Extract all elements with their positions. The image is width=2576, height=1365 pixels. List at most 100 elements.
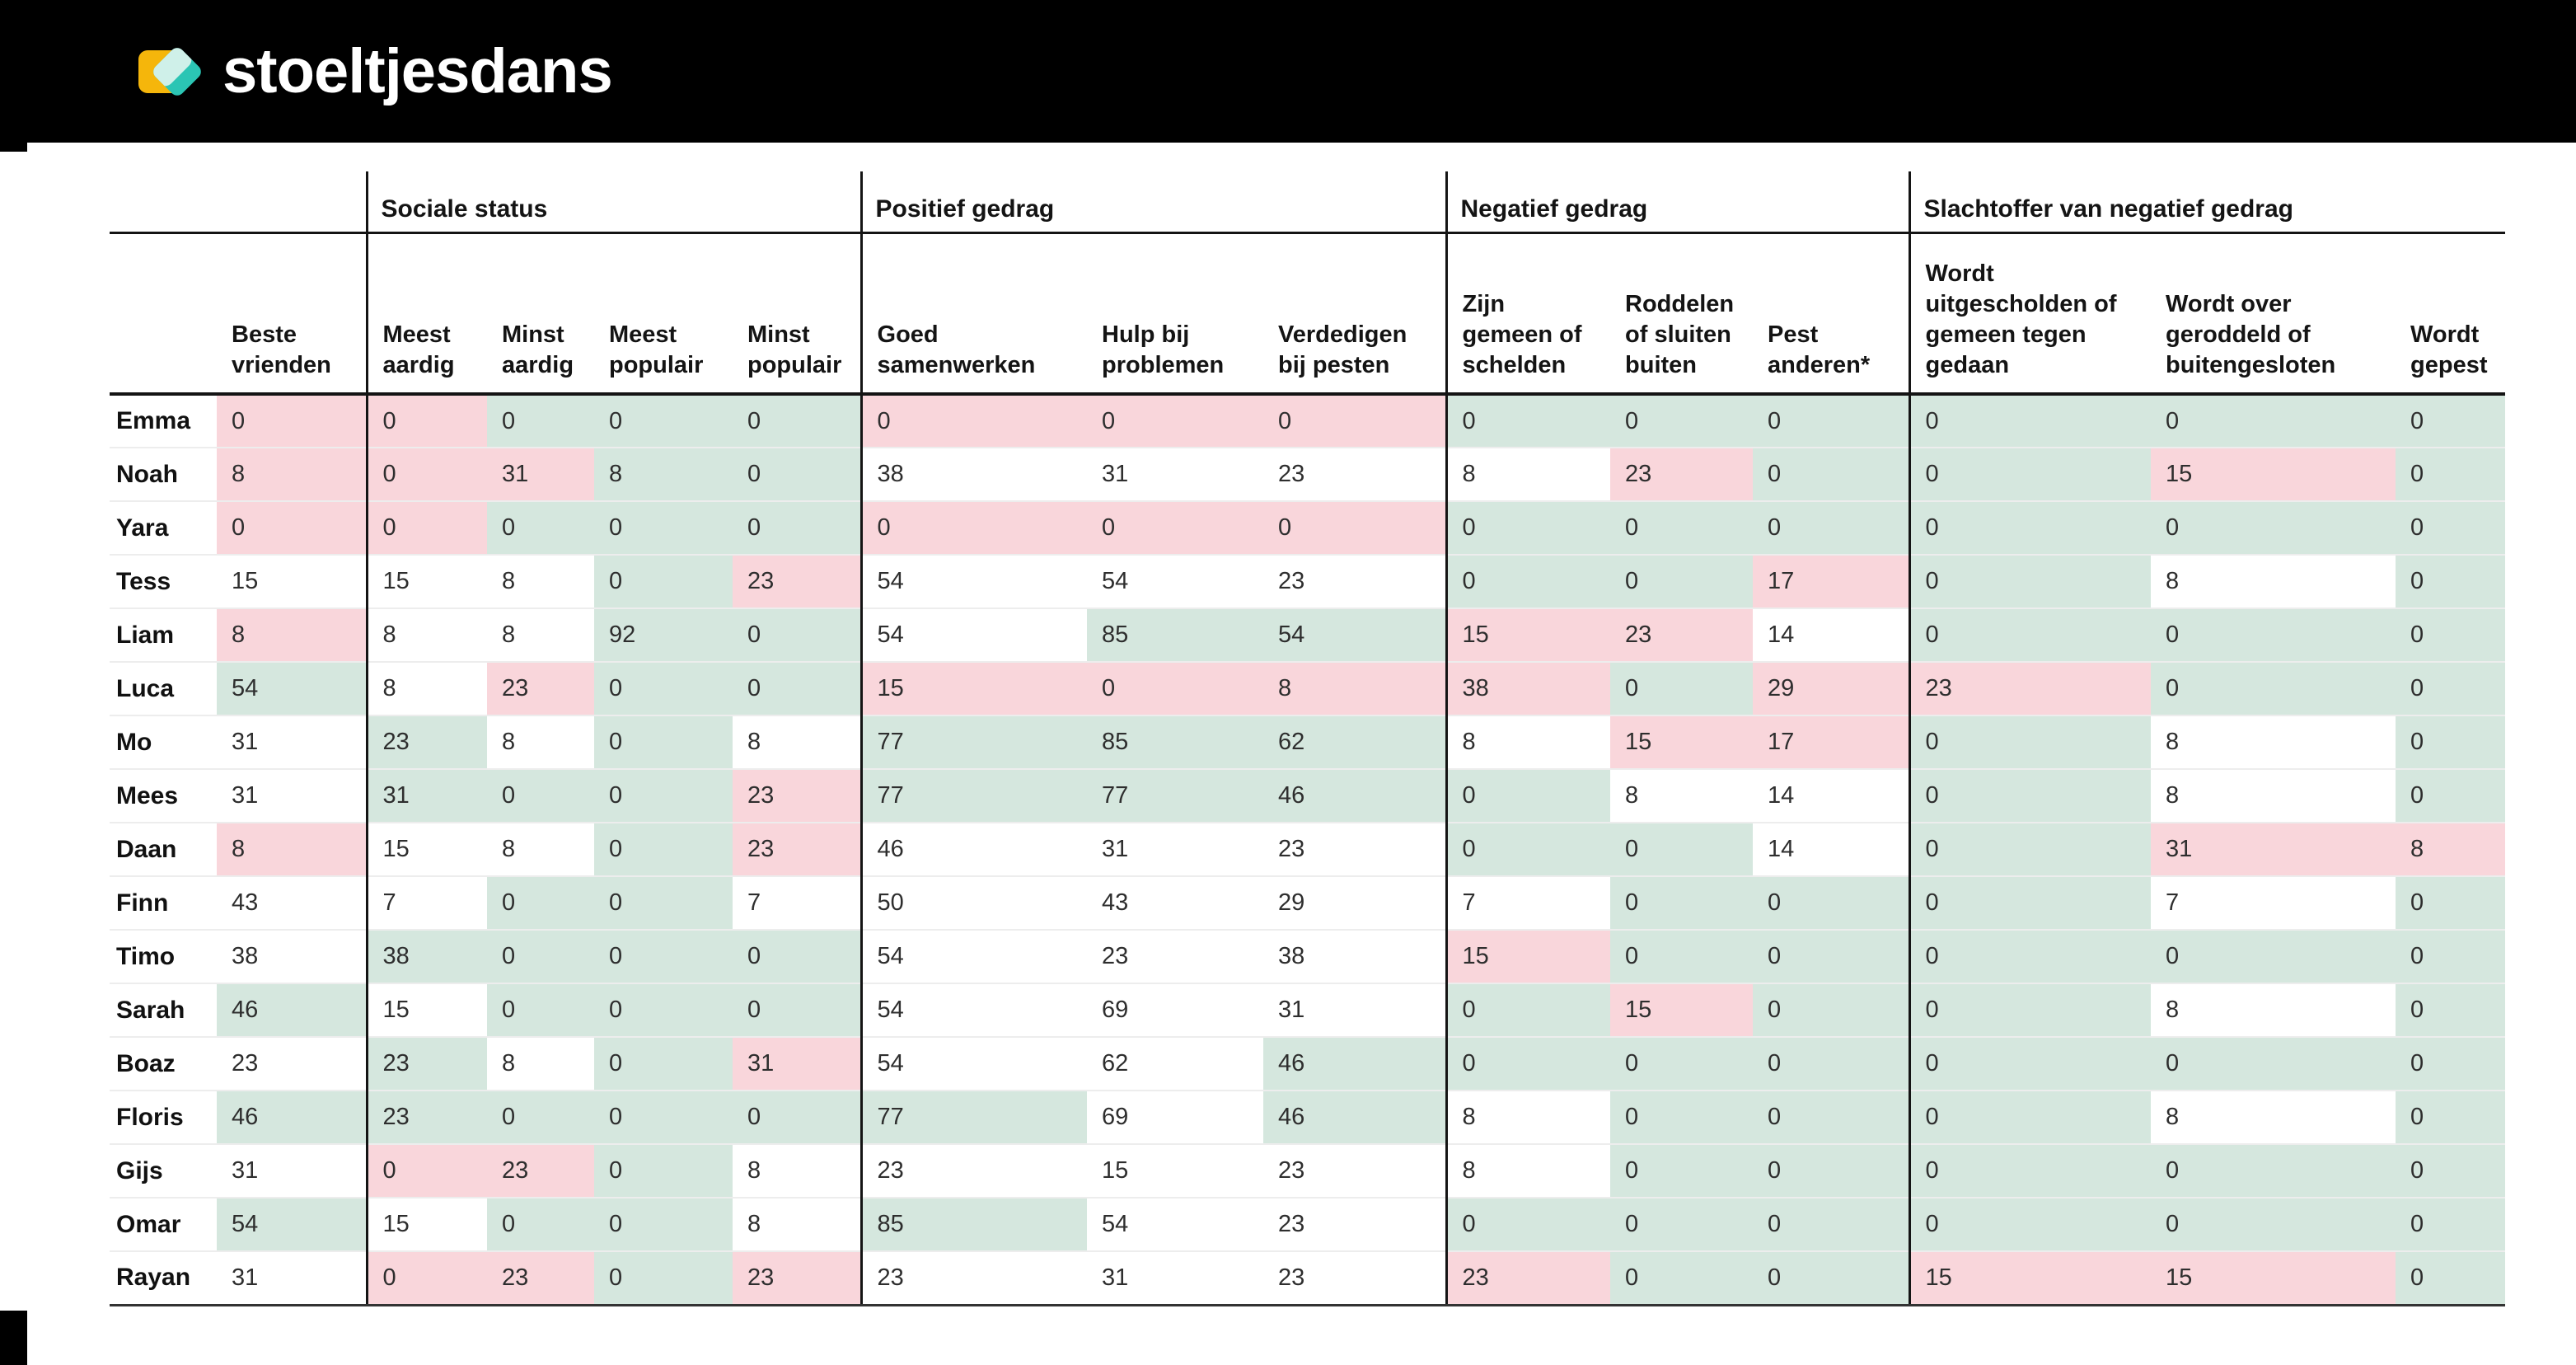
column-header-meest-aardig: Meest aardig: [365, 232, 487, 396]
row-name: Tess: [110, 554, 217, 608]
table-cell: 0: [2396, 1036, 2506, 1091]
table-cell: 0: [1908, 607, 2152, 662]
table-cell: 15: [1445, 929, 1611, 983]
table-cell: 0: [1908, 983, 2152, 1037]
table-cell: 0: [594, 394, 733, 448]
table-cell: 0: [1610, 1143, 1754, 1198]
table-cell: 23: [1908, 661, 2152, 715]
row-name: Gijs: [110, 1143, 217, 1198]
table-row: Rayan 31 0 23 0 23 23 31 23 23 0 0 15 15 0: [110, 1250, 2506, 1306]
table-cell: 23: [1263, 1250, 1447, 1306]
table-cell: 0: [733, 1090, 862, 1144]
table-cell: 0: [2396, 1090, 2506, 1144]
table-cell: 23: [1445, 1250, 1611, 1306]
table-cell: 31: [365, 768, 487, 823]
table-cell: 0: [594, 822, 733, 876]
table-cell: 31: [1087, 822, 1264, 876]
table-cell: 46: [1263, 1036, 1447, 1091]
table-cell: 0: [2151, 500, 2396, 555]
table-cell: 0: [365, 500, 487, 555]
table-cell: 0: [594, 1143, 733, 1198]
table-cell: 15: [365, 983, 487, 1037]
table-cell: 15: [2151, 447, 2396, 501]
table-cell: 0: [2396, 1197, 2506, 1251]
table-cell: 0: [1908, 1143, 2152, 1198]
group-header-positief-gedrag: Positief gedrag: [859, 171, 1447, 234]
table-cell: 0: [2151, 1143, 2396, 1198]
table-cell: 43: [1087, 875, 1264, 930]
column-header-wordt-gepest: Wordt gepest: [2396, 232, 2506, 396]
table-cell: 0: [2396, 1250, 2506, 1306]
logo[interactable]: stoeltjesdans: [138, 35, 613, 107]
table-cell: 23: [217, 1036, 367, 1091]
table-cell: 0: [1753, 500, 1910, 555]
table-cell: 0: [2396, 447, 2506, 501]
table-cell: 8: [365, 607, 487, 662]
table-cell: 0: [1908, 715, 2152, 769]
table-cell: 0: [594, 1197, 733, 1251]
table-cell: 0: [2396, 768, 2506, 823]
table-cell: 29: [1753, 661, 1910, 715]
table-cell: 0: [1908, 394, 2152, 448]
row-name: Luca: [110, 661, 217, 715]
table-cell: 15: [1908, 1250, 2152, 1306]
table-cell: 0: [1753, 1036, 1910, 1091]
table-row: Emma 0 0 0 0 0 0 0 0 0 0 0 0 0 0: [110, 394, 2506, 448]
table-cell: 31: [487, 447, 594, 501]
table-row: Noah 8 0 31 8 0 38 31 23 8 23 0 0 15 0: [110, 447, 2506, 501]
column-header-minst-aardig: Minst aardig: [487, 232, 594, 396]
table-cell: 8: [1445, 447, 1611, 501]
table-cell: 69: [1087, 983, 1264, 1037]
table-cell: 8: [2151, 554, 2396, 608]
table-cell: 0: [1610, 1090, 1754, 1144]
table-cell: 15: [1445, 607, 1611, 662]
table-cell: 0: [487, 1197, 594, 1251]
row-name: Finn: [110, 875, 217, 930]
table-cell: 0: [733, 983, 862, 1037]
table-cell: 8: [487, 715, 594, 769]
table-cell: 85: [1087, 607, 1264, 662]
table-cell: 0: [594, 768, 733, 823]
table-row: Liam 8 8 8 92 0 54 85 54 15 23 14 0 0 0: [110, 607, 2506, 662]
table-cell: 31: [217, 768, 367, 823]
table-cell: 15: [365, 822, 487, 876]
row-name: Rayan: [110, 1250, 217, 1306]
decor-black-notch-bottom: [0, 1311, 27, 1365]
table-cell: 0: [1908, 554, 2152, 608]
table-cell: 23: [733, 1250, 862, 1306]
table-cell: 15: [2151, 1250, 2396, 1306]
table-cell: 0: [365, 1250, 487, 1306]
table-cell: 8: [365, 661, 487, 715]
table-cell: 31: [733, 1036, 862, 1091]
table-cell: 0: [1753, 394, 1910, 448]
table-cell: 8: [733, 1143, 862, 1198]
table-cell: 8: [594, 447, 733, 501]
table-cell: 8: [487, 1036, 594, 1091]
table-cell: 23: [1263, 554, 1447, 608]
table-cell: 23: [365, 1036, 487, 1091]
table-row: Boaz 23 23 8 0 31 54 62 46 0 0 0 0 0 0: [110, 1036, 2506, 1091]
table-cell: 0: [487, 1090, 594, 1144]
table-cell: 0: [594, 1036, 733, 1091]
table-cell: 23: [1263, 447, 1447, 501]
table-cell: 31: [2151, 822, 2396, 876]
table-cell: 0: [594, 715, 733, 769]
row-name: Daan: [110, 822, 217, 876]
table-cell: 0: [733, 607, 862, 662]
table-cell: 31: [217, 1250, 367, 1306]
table-cell: 50: [859, 875, 1088, 930]
table-cell: 0: [2396, 983, 2506, 1037]
table-cell: 23: [859, 1250, 1088, 1306]
column-header-zijn-gemeen: Zijn gemeen of schelden: [1445, 232, 1611, 396]
table-cell: 0: [1610, 1036, 1754, 1091]
table-row: Luca 54 8 23 0 0 15 0 8 38 0 29 23 0 0: [110, 661, 2506, 715]
table-cell: 54: [1263, 607, 1447, 662]
table-cell: 17: [1753, 715, 1910, 769]
table-cell: 0: [1908, 500, 2152, 555]
table-cell: 31: [1087, 447, 1264, 501]
row-name: Floris: [110, 1090, 217, 1144]
table-cell: 0: [217, 500, 367, 555]
table-cell: 23: [365, 1090, 487, 1144]
top-bar: stoeltjesdans: [0, 0, 2576, 143]
table-cell: 0: [1753, 1090, 1910, 1144]
